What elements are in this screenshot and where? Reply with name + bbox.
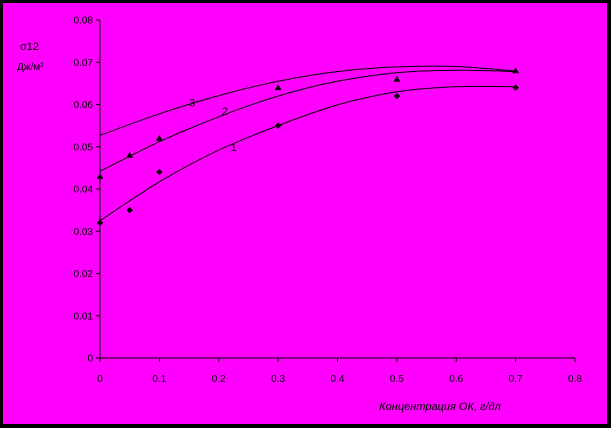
data-point-series-2 <box>155 134 163 141</box>
y-tick-label: 0.02 <box>74 269 94 280</box>
x-tick-label: 0.4 <box>331 374 345 385</box>
x-tick-label: 0.5 <box>390 374 404 385</box>
y-tick-label: 0.04 <box>74 185 94 196</box>
y-tick-label: 0 <box>87 354 93 365</box>
y-axis-label-unit: Дж/м² <box>17 62 44 73</box>
y-axis-label: σ12 Дж/м² <box>17 41 44 73</box>
data-point-series-1 <box>156 168 163 176</box>
data-point-series-2 <box>393 75 401 82</box>
data-point-series-1 <box>274 122 282 129</box>
data-point-series-2 <box>96 172 104 179</box>
x-tick-label: 0.3 <box>271 374 285 385</box>
trendline-series-2 <box>99 69 516 172</box>
trendlines <box>99 65 516 222</box>
x-tick-label: 0.6 <box>449 374 463 385</box>
x-tick-label: 0.7 <box>509 374 523 385</box>
x-tick-label: 0 <box>97 374 103 385</box>
y-tick-label: 0.08 <box>74 16 94 27</box>
x-axis-label: Концентрация ОК, г/дл <box>379 401 501 413</box>
trendline-series-1 <box>99 85 516 222</box>
x-tick-label: 0.1 <box>152 374 166 385</box>
x-tick-label: 0.2 <box>212 374 226 385</box>
data-point-series-2 <box>274 84 282 91</box>
x-axis-ticks: 0 0.1 0.2 0.3 0.4 0.5 0.6 0.7 0.8 <box>97 358 582 385</box>
series-label-1: 1 <box>231 142 237 154</box>
series-labels: 1 2 3 <box>189 98 237 154</box>
series-label-3: 3 <box>189 98 195 110</box>
y-axis-ticks: 0 0.01 0.02 0.03 0.04 0.05 0.06 0.07 0.08 <box>74 16 100 365</box>
data-point-series-1 <box>126 206 133 214</box>
data-markers <box>96 67 520 226</box>
data-point-series-1 <box>512 84 519 91</box>
data-point-series-1 <box>96 219 104 226</box>
y-tick-label: 0.01 <box>74 311 94 322</box>
y-axis-label-symbol: σ12 <box>20 41 39 53</box>
series-label-2: 2 <box>222 106 228 118</box>
data-point-series-2 <box>512 67 520 74</box>
plot-background <box>3 3 607 424</box>
data-point-series-1 <box>393 92 401 100</box>
trendline-series-3 <box>99 65 516 136</box>
y-tick-label: 0.05 <box>74 142 94 153</box>
y-tick-label: 0.07 <box>74 58 94 69</box>
y-tick-label: 0.03 <box>74 227 94 238</box>
x-tick-label: 0.8 <box>568 374 582 385</box>
y-tick-label: 0.06 <box>74 100 94 111</box>
data-point-series-2 <box>126 151 134 158</box>
